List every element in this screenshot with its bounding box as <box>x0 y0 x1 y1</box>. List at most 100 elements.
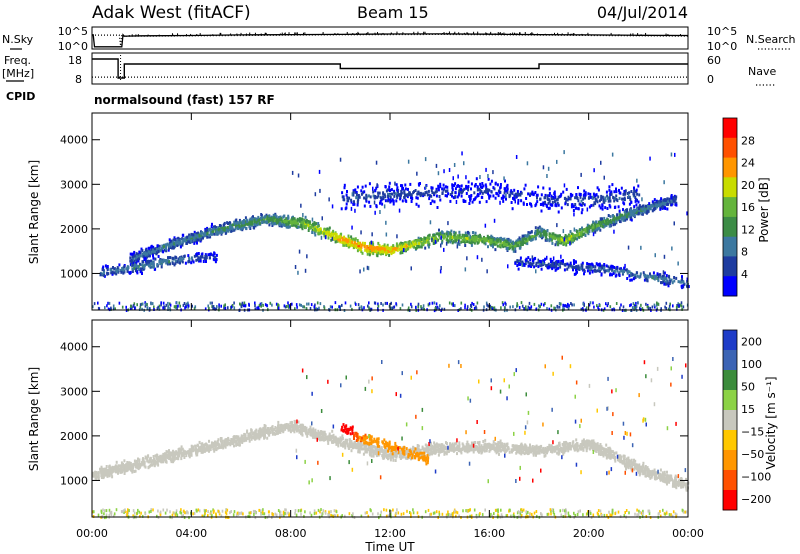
heatmap-cell <box>177 457 180 461</box>
heatmap-cell <box>484 183 487 187</box>
heatmap-cell <box>290 222 293 226</box>
heatmap-cell <box>122 271 125 275</box>
heatmap-cell <box>395 183 398 187</box>
heatmap-cell <box>277 306 279 310</box>
heatmap-cell <box>500 237 503 241</box>
heatmap-cell <box>618 209 621 213</box>
heatmap-cell <box>557 259 560 263</box>
heatmap-cell <box>588 225 591 228</box>
heatmap-cell <box>610 264 613 268</box>
heatmap-cell <box>136 265 139 268</box>
heatmap-cell <box>363 196 366 200</box>
heatmap-cell <box>304 226 307 229</box>
heatmap-cell <box>417 245 420 248</box>
heatmap-cell <box>563 268 566 272</box>
heatmap-cell <box>675 195 678 199</box>
heatmap-cell <box>659 203 662 207</box>
heatmap-cell <box>424 236 427 240</box>
heatmap-cell <box>470 194 473 197</box>
heatmap-cell <box>234 222 237 226</box>
heatmap-cell <box>653 206 656 210</box>
heatmap-cell <box>138 254 141 258</box>
heatmap-cell <box>673 194 676 198</box>
heatmap-cell <box>233 220 236 224</box>
heatmap-cell <box>135 267 138 271</box>
heatmap-cell <box>400 449 403 453</box>
heatmap-cell <box>523 234 526 238</box>
heatmap-cell <box>427 240 430 244</box>
heatmap-cell <box>530 307 532 311</box>
heatmap-cell <box>546 174 548 178</box>
heatmap-cell <box>572 268 574 272</box>
heatmap-cell <box>470 243 473 247</box>
heatmap-cell <box>628 270 631 274</box>
heatmap-cell <box>166 242 169 246</box>
heatmap-cell <box>601 264 604 268</box>
heatmap-cell <box>217 226 220 230</box>
heatmap-cell <box>142 462 145 466</box>
heatmap-cell <box>459 236 462 239</box>
heatmap-cell <box>121 305 124 309</box>
heatmap-cell <box>621 197 624 201</box>
heatmap-cell <box>630 303 632 307</box>
heatmap-cell <box>165 247 167 251</box>
heatmap-cell <box>261 217 264 221</box>
heatmap-cell <box>243 223 246 227</box>
heatmap-cell <box>377 191 380 195</box>
heatmap-cell <box>564 202 567 206</box>
heatmap-cell <box>492 186 495 190</box>
heatmap-cell <box>599 228 602 232</box>
heatmap-cell <box>668 197 671 201</box>
heatmap-cell <box>630 271 632 275</box>
heatmap-cell <box>555 263 558 267</box>
heatmap-cell <box>577 207 580 211</box>
heatmap-cell <box>216 305 218 309</box>
heatmap-cell <box>619 213 622 217</box>
heatmap-cell <box>384 199 387 203</box>
heatmap-cell <box>443 169 445 174</box>
heatmap-cell <box>610 192 613 196</box>
heatmap-cell <box>354 190 357 194</box>
heatmap-cell <box>398 242 401 246</box>
heatmap-cell <box>334 240 337 244</box>
heatmap-cell <box>131 270 134 273</box>
heatmap-cell <box>223 306 225 310</box>
heatmap-cell <box>205 260 207 263</box>
heatmap-cell <box>609 215 612 219</box>
heatmap-cell <box>195 258 198 262</box>
heatmap-cell <box>595 193 598 197</box>
heatmap-cell <box>475 307 478 311</box>
heatmap-cell <box>360 192 363 196</box>
heatmap-cell <box>291 302 293 306</box>
heatmap-cell <box>269 301 272 305</box>
heatmap-cell <box>420 245 423 249</box>
heatmap-cell <box>143 258 146 261</box>
heatmap-cell <box>160 265 163 269</box>
heatmap-cell <box>487 174 489 178</box>
heatmap-cell <box>449 193 452 196</box>
heatmap-cell <box>554 261 557 264</box>
heatmap-cell <box>647 307 650 311</box>
heatmap-cell <box>324 235 327 240</box>
heatmap-cell <box>470 187 472 191</box>
heatmap-cell <box>302 305 304 309</box>
colorbar-segment <box>723 256 737 277</box>
heatmap-cell <box>546 197 549 201</box>
heatmap-cell <box>185 302 188 306</box>
heatmap-cell <box>601 207 604 211</box>
heatmap-cell <box>387 199 389 203</box>
heatmap-cell <box>452 196 455 200</box>
heatmap-cell <box>634 306 636 310</box>
heatmap-cell <box>200 236 203 240</box>
heatmap-cell <box>313 221 316 225</box>
heatmap-cell <box>286 219 289 223</box>
heatmap-cell <box>580 263 583 267</box>
heatmap-cell <box>276 221 279 225</box>
heatmap-cell <box>369 250 372 254</box>
heatmap-cell <box>255 217 258 221</box>
heatmap-cell <box>548 200 551 203</box>
heatmap-cell <box>653 202 656 206</box>
heatmap-cell <box>200 232 203 236</box>
heatmap-cell <box>187 301 189 305</box>
heatmap-cell <box>548 239 551 243</box>
